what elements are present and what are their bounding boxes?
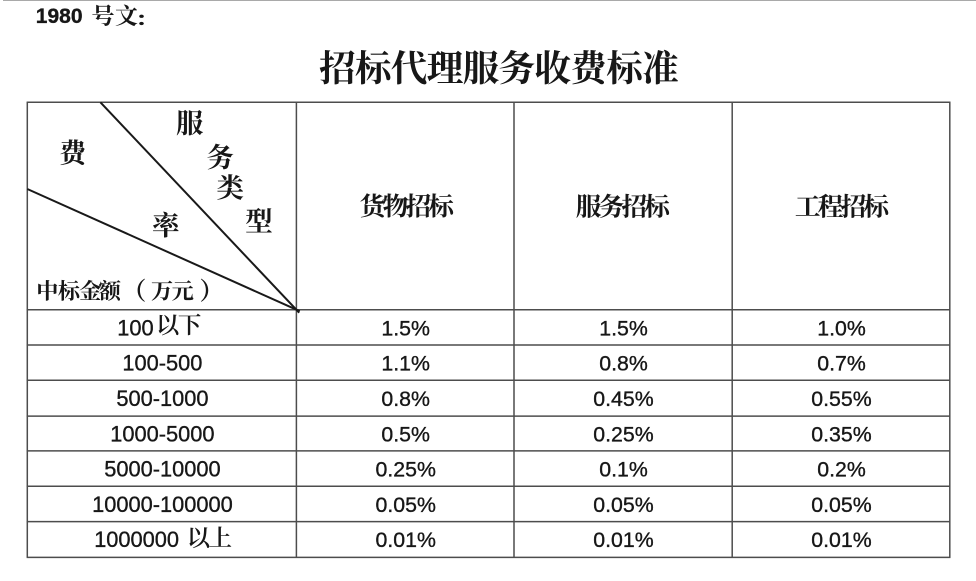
svg-text:0.8%: 0.8% — [381, 387, 430, 411]
svg-text:1.1%: 1.1% — [381, 352, 430, 376]
svg-text:0.55%: 0.55% — [811, 387, 871, 411]
svg-text:0.01%: 0.01% — [376, 528, 436, 552]
svg-text:0.45%: 0.45% — [593, 387, 653, 411]
svg-text:5000-10000: 5000-10000 — [104, 457, 220, 482]
svg-text:100-500: 100-500 — [122, 351, 202, 376]
svg-text:1000000: 1000000 — [94, 527, 179, 552]
svg-text:1.0%: 1.0% — [817, 316, 866, 340]
svg-text:0.01%: 0.01% — [811, 528, 871, 552]
svg-text:0.2%: 0.2% — [817, 458, 866, 482]
svg-text:500-1000: 500-1000 — [116, 386, 208, 411]
svg-text:0.25%: 0.25% — [376, 458, 436, 482]
svg-text:1.5%: 1.5% — [599, 316, 648, 340]
svg-text:0.5%: 0.5% — [381, 422, 430, 446]
svg-text:100: 100 — [117, 315, 153, 340]
svg-text:0.05%: 0.05% — [376, 493, 436, 517]
svg-text:1000-5000: 1000-5000 — [110, 421, 214, 446]
svg-text:10000-100000: 10000-100000 — [92, 492, 233, 517]
svg-text:0.01%: 0.01% — [593, 528, 653, 552]
svg-text:0.1%: 0.1% — [599, 458, 648, 482]
svg-text:0.7%: 0.7% — [817, 352, 866, 376]
svg-text:1980: 1980 — [36, 5, 83, 28]
svg-text:0.8%: 0.8% — [599, 352, 648, 376]
svg-text:0.05%: 0.05% — [811, 493, 871, 517]
svg-text:0.35%: 0.35% — [811, 422, 871, 446]
svg-text:0.05%: 0.05% — [593, 493, 653, 517]
svg-text:0.25%: 0.25% — [593, 422, 653, 446]
svg-text:1.5%: 1.5% — [381, 316, 430, 340]
